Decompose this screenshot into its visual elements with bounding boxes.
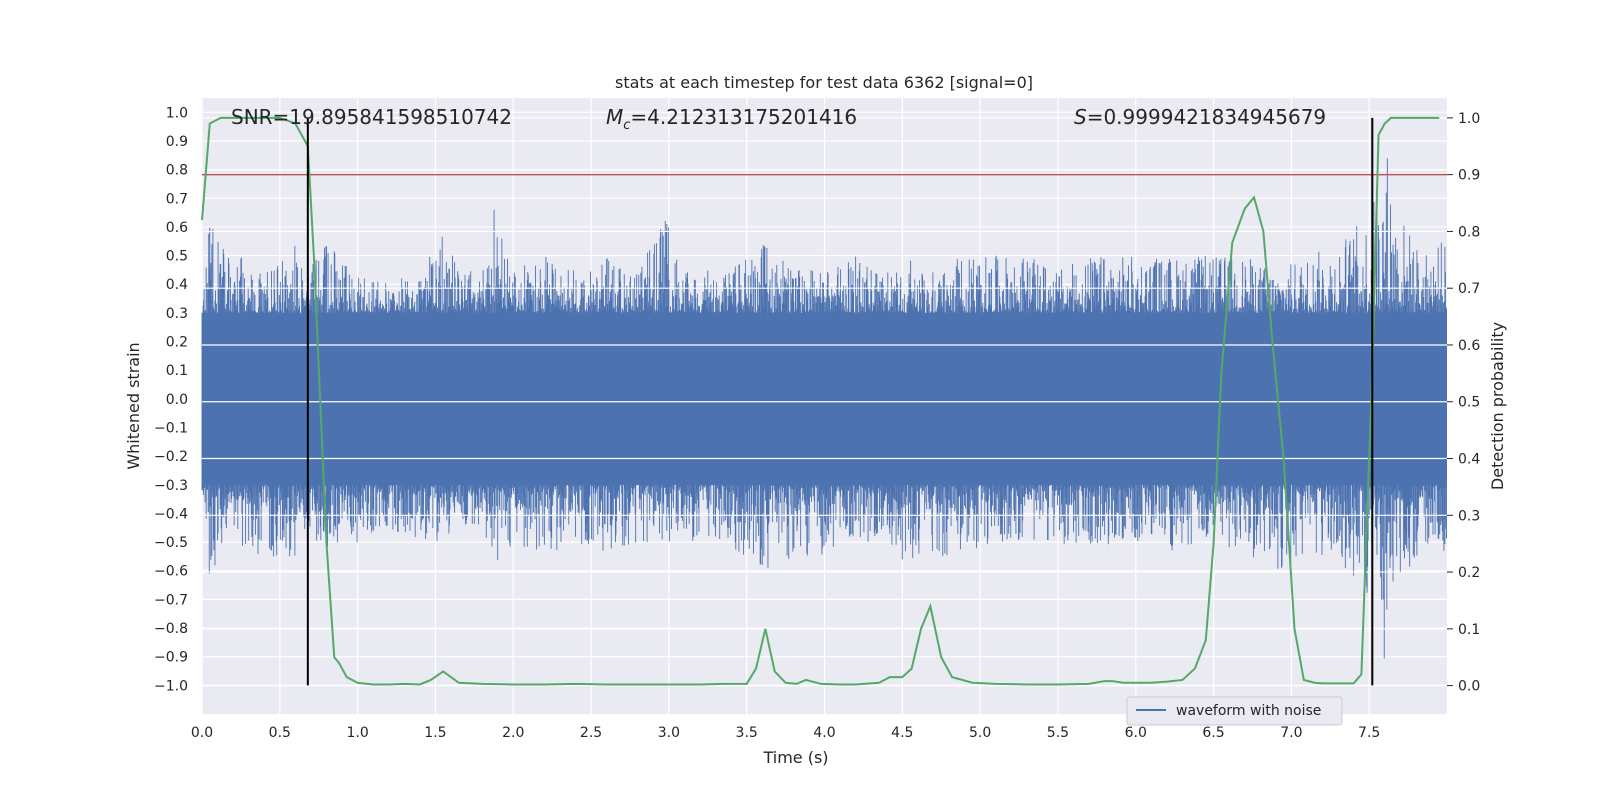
axes: 0.0 0.5 1.0 1.5 2.0 2.5 3.0 3.5 4.0 4.5 5.0 5.5 6.0 6… (154, 105, 1480, 741)
y2-tick-label: 1.0 (1458, 111, 1480, 127)
chirp-mass-annotation: Mc=4.212313175201416 (606, 105, 857, 133)
y2-tick-label: 0.9 (1458, 168, 1480, 184)
y-axis-label: Whitened strain (124, 342, 143, 469)
chart-title: stats at each timestep for test data 636… (615, 73, 1033, 92)
y2-tick-label: 0.2 (1458, 565, 1480, 581)
y2-tick-label: 0.7 (1458, 281, 1480, 297)
data-layer (201, 116, 1447, 687)
y2-tick-label: 0.4 (1458, 452, 1480, 468)
chirp-mass-value: =4.212313175201416 (630, 105, 857, 129)
y-tick-label: 0.6 (166, 220, 188, 236)
y-tick-label: 0.0 (166, 392, 188, 408)
x-tick-label: 6.0 (1125, 725, 1147, 741)
y-tick-label: −0.9 (154, 650, 188, 666)
detection-stat-symbol: S (1074, 105, 1087, 129)
y-tick-label: −0.2 (154, 449, 188, 465)
y2-tick-label: 0.8 (1458, 224, 1480, 240)
y2-tick-label: 0.3 (1458, 508, 1480, 524)
x-tick-label: 7.5 (1358, 725, 1380, 741)
y-tick-label: 0.9 (166, 134, 188, 150)
x-tick-label: 3.5 (736, 725, 758, 741)
y-tick-label: −0.1 (154, 420, 188, 436)
y-tick-label: −0.6 (154, 564, 188, 580)
y-tick-label: 1.0 (166, 105, 188, 121)
x-tick-label: 0.0 (191, 725, 213, 741)
legend-box (1126, 696, 1343, 726)
y-tick-label: 0.4 (166, 277, 188, 293)
y2-axis-label: Detection probability (1488, 322, 1507, 490)
y-tick-label: 0.8 (166, 163, 188, 179)
y-tick-label: 0.3 (166, 306, 188, 322)
y-tick-label: −1.0 (154, 678, 188, 694)
y-tick-label: 0.1 (166, 363, 188, 379)
y-tick-label: −0.3 (154, 478, 188, 494)
x-tick-label: 4.0 (813, 725, 835, 741)
y2-tick-label: 0.0 (1458, 679, 1480, 695)
legend: waveform with noise (1126, 696, 1343, 726)
y-tick-label: 0.7 (166, 191, 188, 207)
y-tick-label: −0.5 (154, 535, 188, 551)
y2-tick-label: 0.6 (1458, 338, 1480, 354)
x-tick-label: 1.0 (346, 725, 368, 741)
x-tick-label: 4.5 (891, 725, 913, 741)
y-tick-label: 0.5 (166, 249, 188, 265)
detection-probability-line (201, 116, 1440, 686)
x-tick-label: 0.5 (269, 725, 291, 741)
y2-tick-label: 0.1 (1458, 622, 1480, 638)
x-tick-label: 3.0 (658, 725, 680, 741)
x-axis-label: Time (s) (762, 748, 828, 767)
detection-stat-value: =0.9999421834945679 (1087, 105, 1326, 129)
chirp-mass-subscript: c (623, 118, 630, 133)
snr-annotation: SNR=19.895841598510742 (231, 105, 512, 129)
waveform-core (202, 312, 1447, 485)
y-tick-label: 0.2 (166, 335, 188, 351)
y2-tick-label: 0.5 (1458, 395, 1480, 411)
detection-stat-annotation: S=0.9999421834945679 (1074, 105, 1326, 129)
chirp-mass-symbol: M (606, 105, 623, 129)
x-tick-label: 2.5 (580, 725, 602, 741)
x-tick-label: 5.5 (1047, 725, 1069, 741)
y-tick-label: −0.8 (154, 621, 188, 637)
x-tick-label: 2.0 (502, 725, 524, 741)
y-tick-label: −0.4 (154, 506, 188, 522)
x-tick-label: 7.0 (1280, 725, 1302, 741)
legend-label-waveform: waveform with noise (1176, 703, 1321, 719)
x-tick-label: 6.5 (1202, 725, 1224, 741)
y-tick-label: −0.7 (154, 592, 188, 608)
x-tick-label: 1.5 (424, 725, 446, 741)
x-tick-label: 5.0 (969, 725, 991, 741)
